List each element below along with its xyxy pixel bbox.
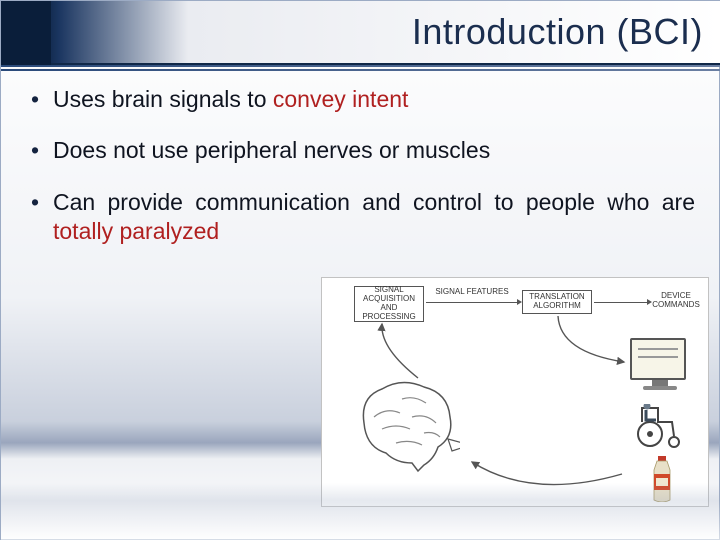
bullet-text-pre: Does not use peripheral nerves or muscle… <box>53 137 490 163</box>
footer-gradient <box>1 483 720 540</box>
bullet-item: Can provide communication and control to… <box>29 188 695 247</box>
slide-root: Introduction (BCI) Uses brain signals to… <box>1 1 720 540</box>
bullet-text-pre: Can provide communication and control to… <box>53 189 695 215</box>
title-bar: Introduction (BCI) <box>1 1 720 65</box>
bullet-item: Uses brain signals to convey intent <box>29 85 695 114</box>
wheelchair-icon <box>632 404 686 448</box>
brain-icon <box>352 373 460 473</box>
bullet-text-pre: Uses brain signals to <box>53 86 273 112</box>
monitor-icon <box>630 338 690 392</box>
content-area: Uses brain signals to convey intent Does… <box>29 85 695 269</box>
bullet-text-highlight: convey intent <box>273 86 409 112</box>
bullet-list: Uses brain signals to convey intent Does… <box>29 85 695 247</box>
bci-diagram: SIGNALACQUISITIONANDPROCESSING TRANSLATI… <box>321 277 709 507</box>
bullet-item: Does not use peripheral nerves or muscle… <box>29 136 695 165</box>
title-accent-block <box>1 1 51 65</box>
bullet-text-highlight: totally paralyzed <box>53 218 219 244</box>
title-underline <box>1 65 720 75</box>
slide-title: Introduction (BCI) <box>412 11 703 53</box>
